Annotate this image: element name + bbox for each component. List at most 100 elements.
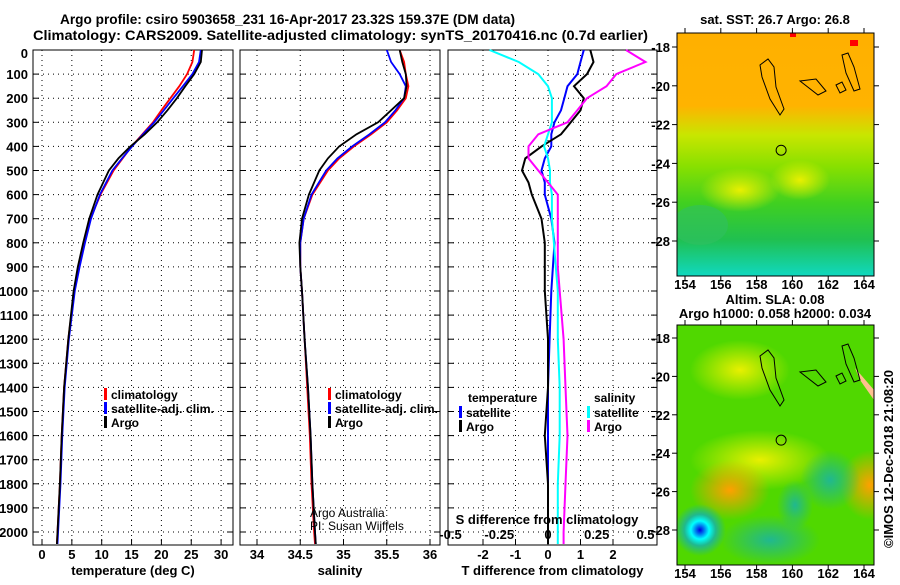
coastline <box>759 349 785 407</box>
x-tick-label: -2 <box>477 547 489 562</box>
depth-tick-label: 1300 <box>0 356 28 371</box>
series-line-argo <box>298 49 408 545</box>
map-lat-label: -26 <box>651 195 670 210</box>
legend-swatch <box>328 402 331 414</box>
legend-swatch <box>459 420 462 432</box>
depth-tick-label: 1000 <box>0 284 28 299</box>
legend-label: satellite-adj. clim. <box>111 402 214 416</box>
legend-swatch <box>459 406 462 418</box>
legend-label: Argo <box>111 416 139 430</box>
s-axis-label: S difference from climatology <box>456 512 640 527</box>
series-line-argo <box>56 49 203 545</box>
legend-label: Argo <box>466 420 494 434</box>
x-tick-label: 5 <box>68 547 75 562</box>
axes-frame <box>239 49 441 546</box>
legend-label: satellite <box>466 406 511 420</box>
x-tick-label: 0 <box>544 547 551 562</box>
depth-tick-label: 0 <box>21 46 28 61</box>
profile-location-marker <box>775 434 787 446</box>
series-line-temperature-satellite <box>540 49 585 544</box>
s-tick-label: -0.5 <box>439 527 461 542</box>
title-line-1: Argo profile: csiro 5903658_231 16-Apr-2… <box>60 11 515 27</box>
legend-label: satellite-adj. clim. <box>335 402 438 416</box>
legend-title-salinity: salinity <box>594 391 636 405</box>
legend-swatch <box>587 406 590 418</box>
depth-tick-label: 1800 <box>0 477 28 492</box>
depth-tick-label: 1600 <box>0 429 28 444</box>
temperature-profile-panel: 0 5 10 15 20 25 300100200300400500600700800900… <box>0 46 234 578</box>
coastline <box>759 58 785 116</box>
legend-label: climatology <box>335 388 402 402</box>
map-lon-label: 156 <box>710 277 732 292</box>
x-tick-label: 25 <box>184 547 198 562</box>
sla-map-title-2: Argo h1000: 0.058 h2000: 0.034 <box>679 306 872 321</box>
depth-tick-label: 300 <box>6 115 28 130</box>
coastline <box>798 343 861 387</box>
map-lat-label: -28 <box>651 523 670 538</box>
map-lon-label: 164 <box>853 566 875 580</box>
x-tick-label: 0 <box>38 547 45 562</box>
map-lon-label: 162 <box>817 277 839 292</box>
s-tick-label: 0.25 <box>584 527 609 542</box>
legend-swatch <box>587 420 590 432</box>
x-tick-label: 20 <box>154 547 168 562</box>
x-tick-label: 36 <box>423 547 437 562</box>
x-axis-label: salinity <box>318 563 364 578</box>
sla-map-frame <box>676 324 875 566</box>
map-lon-label: 160 <box>782 566 804 580</box>
x-tick-label: 35.5 <box>374 547 399 562</box>
depth-tick-label: 100 <box>6 67 28 82</box>
difference-legend: temperature salinitysatelliteArgosatellit… <box>439 391 654 542</box>
series-line-salinity-argo <box>527 49 648 544</box>
map-lon-label: 158 <box>746 277 768 292</box>
legend-swatch <box>328 416 331 428</box>
map-lon-label: 162 <box>817 566 839 580</box>
map-lat-label: -22 <box>651 408 670 423</box>
s-tick-label: 0 <box>544 527 551 542</box>
map-lon-label: 164 <box>853 277 875 292</box>
legend-label: climatology <box>111 388 178 402</box>
map-lon-label: 154 <box>674 277 696 292</box>
difference-profile-panel: -2 -1 0 1 2T difference from climatology <box>447 49 658 578</box>
depth-tick-label: 1900 <box>0 501 28 516</box>
x-tick-label: 35 <box>336 547 350 562</box>
series-line-climatology <box>299 49 410 545</box>
x-axis-label: temperature (deg C) <box>71 563 195 578</box>
sla-map: Altim. SLA: 0.08 Argo h1000: 0.058 h2000… <box>651 292 879 581</box>
depth-tick-label: 200 <box>6 91 28 106</box>
depth-tick-label: 1700 <box>0 453 28 468</box>
s-tick-label: 0.5 <box>636 527 654 542</box>
x-tick-label: 30 <box>214 547 228 562</box>
depth-tick-label: 900 <box>6 260 28 275</box>
legend-swatch <box>104 416 107 428</box>
sst-map-title: sat. SST: 26.7 Argo: 26.8 <box>700 12 850 27</box>
depth-tick-label: 1100 <box>0 308 28 323</box>
map-lat-label: -24 <box>651 446 671 461</box>
map-lat-label: -20 <box>651 79 670 94</box>
map-lat-label: -18 <box>651 331 670 346</box>
x-tick-label: 2 <box>609 547 616 562</box>
map-lon-label: 154 <box>674 566 696 580</box>
depth-tick-label: 600 <box>6 188 28 203</box>
sst-map-frame <box>676 32 875 277</box>
legend-label: satellite <box>594 406 639 420</box>
depth-tick-label: 500 <box>6 164 28 179</box>
x-tick-label: 34.5 <box>288 547 313 562</box>
x-tick-label: -1 <box>510 547 522 562</box>
imos-timestamp: ©IMOS 12-Dec-2018 21:08:20 <box>881 370 896 548</box>
legend-swatch <box>328 388 331 400</box>
map-lat-label: -20 <box>651 369 670 384</box>
depth-tick-label: 1200 <box>0 332 28 347</box>
depth-tick-label: 1500 <box>0 405 28 420</box>
x-axis-label: T difference from climatology <box>461 563 644 578</box>
map-lat-label: -24 <box>651 156 671 171</box>
map-lon-label: 160 <box>782 277 804 292</box>
depth-tick-label: 400 <box>6 139 28 154</box>
annotation-text: Argo Australia <box>310 506 385 520</box>
depth-tick-label: 1400 <box>0 380 28 395</box>
depth-tick-label: 800 <box>6 236 28 251</box>
map-lon-label: 158 <box>746 566 768 580</box>
profile-location-marker <box>775 144 787 156</box>
